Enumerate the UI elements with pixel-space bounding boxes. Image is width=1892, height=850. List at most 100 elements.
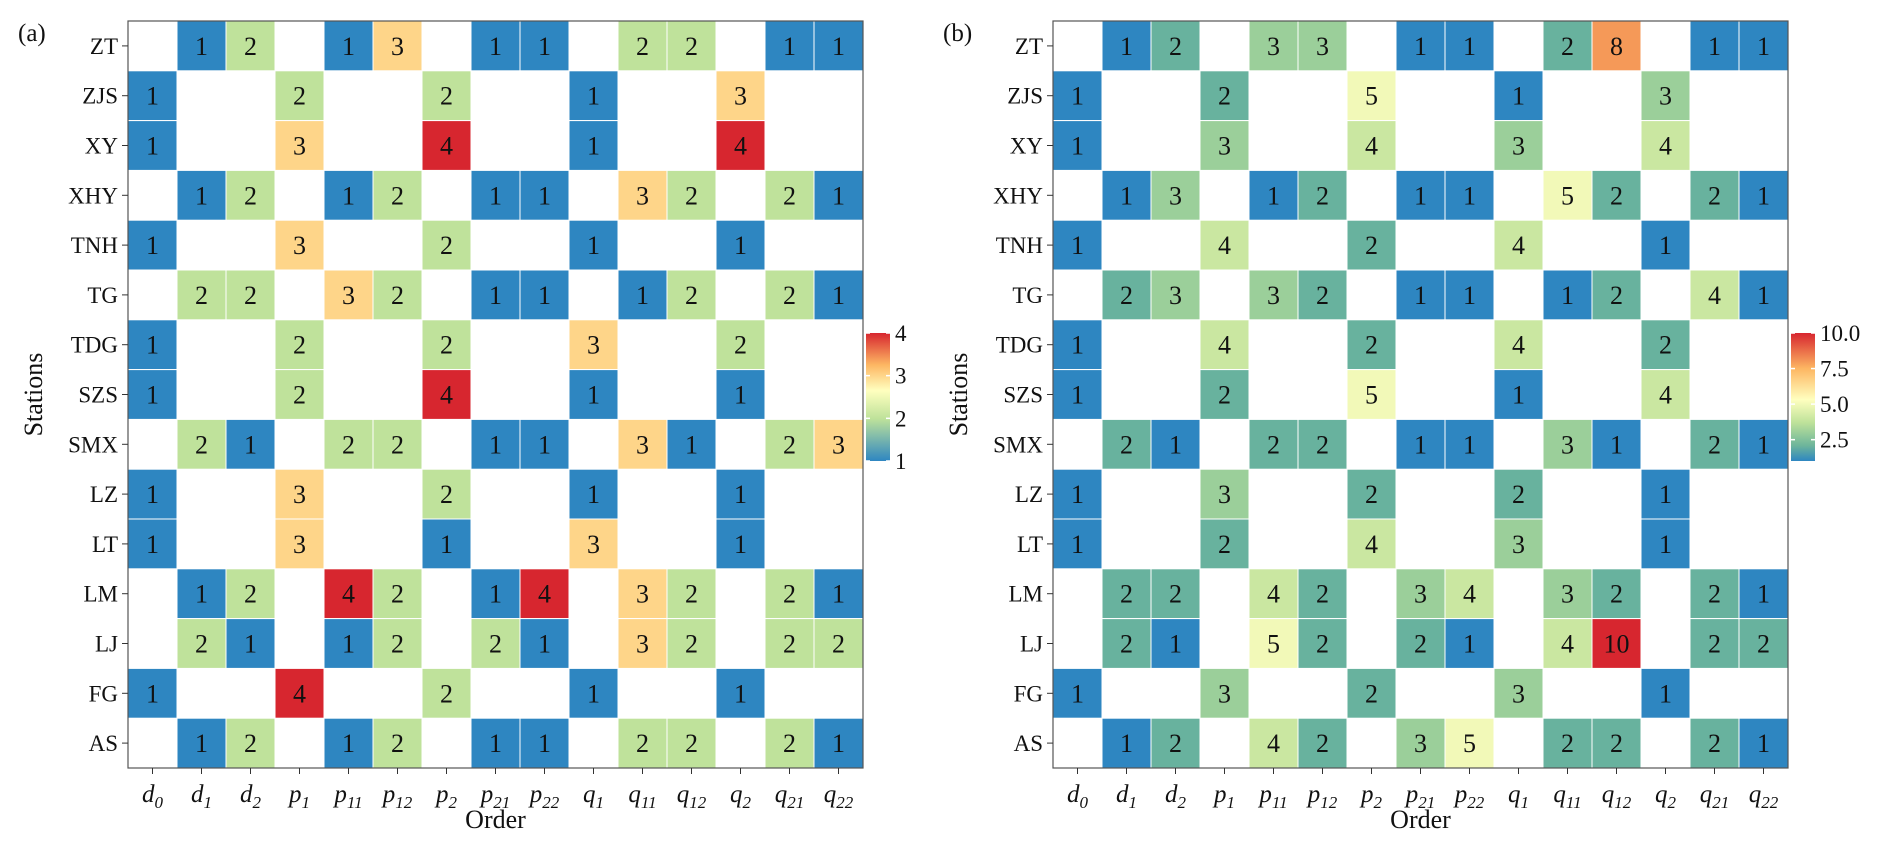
heatmap-cell bbox=[1640, 120, 1691, 171]
heatmap-cell bbox=[1689, 169, 1740, 221]
x-tick-label: p12 bbox=[381, 781, 413, 812]
cell-value-label: 1 bbox=[587, 480, 600, 509]
heatmap-cell bbox=[666, 269, 717, 321]
heatmap-cell bbox=[617, 169, 668, 221]
cell-value-label: 3 bbox=[293, 231, 306, 260]
cell-value-label: 1 bbox=[1169, 430, 1182, 459]
cell-value-label: 4 bbox=[1267, 729, 1280, 758]
cell-value-label: 1 bbox=[832, 281, 845, 310]
cell-value-label: 2 bbox=[783, 580, 796, 609]
cell-value-label: 2 bbox=[1365, 231, 1378, 260]
cell-value-label: 3 bbox=[1512, 530, 1525, 559]
cell-value-label: 2 bbox=[1316, 580, 1329, 609]
y-tick-label: LZ bbox=[90, 482, 118, 507]
heatmap-cell bbox=[519, 269, 570, 321]
y-tick-label: XY bbox=[1010, 134, 1044, 159]
cell-value-label: 2 bbox=[1169, 729, 1182, 758]
heatmap-cell bbox=[666, 20, 717, 72]
heatmap-cell bbox=[568, 319, 619, 371]
cell-value-label: 4 bbox=[1463, 580, 1476, 609]
cell-value-label: 1 bbox=[489, 580, 502, 609]
cell-value-label: 3 bbox=[1218, 480, 1231, 509]
heatmap-cell bbox=[1395, 169, 1446, 221]
cell-value-label: 2 bbox=[685, 281, 698, 310]
x-tick-label: p1 bbox=[287, 781, 310, 812]
y-axis-title: Stations bbox=[944, 353, 973, 437]
colorbar bbox=[866, 333, 890, 461]
cell-value-label: 3 bbox=[342, 281, 355, 310]
heatmap-cell bbox=[666, 169, 717, 221]
heatmap-cell bbox=[225, 269, 276, 321]
cell-value-label: 2 bbox=[391, 729, 404, 758]
y-tick-label: TDG bbox=[71, 333, 118, 358]
cell-value-label: 4 bbox=[440, 132, 453, 161]
cell-value-label: 2 bbox=[1120, 281, 1133, 310]
heatmap-cell bbox=[1738, 20, 1789, 72]
heatmap-cell bbox=[1689, 568, 1740, 620]
x-tick-label: p22 bbox=[1453, 781, 1485, 812]
heatmap-cell bbox=[813, 20, 864, 72]
heatmap-cell bbox=[568, 518, 619, 570]
cell-value-label: 1 bbox=[783, 32, 796, 61]
cell-value-label: 2 bbox=[832, 630, 845, 659]
heatmap-cell bbox=[1346, 369, 1397, 420]
cell-value-label: 2 bbox=[195, 430, 208, 459]
x-tick-label: q1 bbox=[1508, 781, 1529, 812]
cell-value-label: 1 bbox=[146, 530, 159, 559]
cell-value-label: 4 bbox=[538, 580, 551, 609]
heatmap-cell bbox=[1640, 518, 1691, 570]
cell-value-label: 3 bbox=[734, 82, 747, 111]
cell-value-label: 2 bbox=[783, 281, 796, 310]
cell-value-label: 4 bbox=[1218, 331, 1231, 360]
cell-value-label: 1 bbox=[734, 480, 747, 509]
heatmap-cell bbox=[274, 369, 325, 420]
cell-value-label: 1 bbox=[587, 132, 600, 161]
heatmap-cell bbox=[519, 717, 570, 769]
cell-value-label: 2 bbox=[244, 281, 257, 310]
heatmap-cell bbox=[1052, 319, 1103, 371]
heatmap-cell bbox=[1493, 667, 1544, 719]
heatmap-cell bbox=[1395, 568, 1446, 620]
heatmap-cell bbox=[1346, 667, 1397, 719]
cell-value-label: 2 bbox=[1316, 430, 1329, 459]
heatmap-cell bbox=[1297, 20, 1348, 72]
cell-value-label: 2 bbox=[342, 430, 355, 459]
cell-value-label: 2 bbox=[1561, 729, 1574, 758]
heatmap-cell bbox=[1395, 618, 1446, 669]
cell-value-label: 2 bbox=[1708, 729, 1721, 758]
cell-value-label: 4 bbox=[1659, 381, 1672, 410]
heatmap-cell bbox=[372, 717, 423, 769]
cell-value-label: 3 bbox=[293, 530, 306, 559]
heatmap-cell bbox=[519, 418, 570, 470]
cell-value-label: 3 bbox=[293, 480, 306, 509]
heatmap-cell bbox=[127, 70, 178, 122]
cell-value-label: 1 bbox=[1757, 32, 1770, 61]
heatmap-cell bbox=[1150, 20, 1201, 72]
cell-value-label: 2 bbox=[244, 32, 257, 61]
cell-value-label: 2 bbox=[1757, 630, 1770, 659]
cell-value-label: 1 bbox=[146, 331, 159, 360]
x-tick-label: p11 bbox=[1257, 781, 1287, 812]
cell-value-label: 1 bbox=[1659, 679, 1672, 708]
heatmap-cell bbox=[470, 418, 521, 470]
y-tick-label: FG bbox=[89, 681, 118, 706]
heatmap-cell bbox=[666, 418, 717, 470]
heatmap-cell bbox=[1395, 269, 1446, 321]
cell-value-label: 4 bbox=[293, 679, 306, 708]
cell-value-label: 1 bbox=[1071, 530, 1084, 559]
cell-value-label: 1 bbox=[1512, 381, 1525, 410]
heatmap-cell bbox=[1591, 618, 1642, 669]
cell-value-label: 1 bbox=[489, 430, 502, 459]
cell-value-label: 1 bbox=[146, 480, 159, 509]
cell-value-label: 2 bbox=[1708, 580, 1721, 609]
y-tick-label: LJ bbox=[1020, 632, 1043, 657]
heatmap-cell bbox=[1444, 618, 1495, 669]
y-tick-label: XHY bbox=[993, 183, 1043, 208]
heatmap-cell bbox=[1150, 269, 1201, 321]
heatmap-cell bbox=[813, 717, 864, 769]
cell-value-label: 2 bbox=[1708, 430, 1721, 459]
cell-value-label: 1 bbox=[1463, 281, 1476, 310]
cell-value-label: 2 bbox=[1169, 580, 1182, 609]
heatmap-cell bbox=[1542, 418, 1593, 470]
heatmap-cell bbox=[1346, 319, 1397, 371]
